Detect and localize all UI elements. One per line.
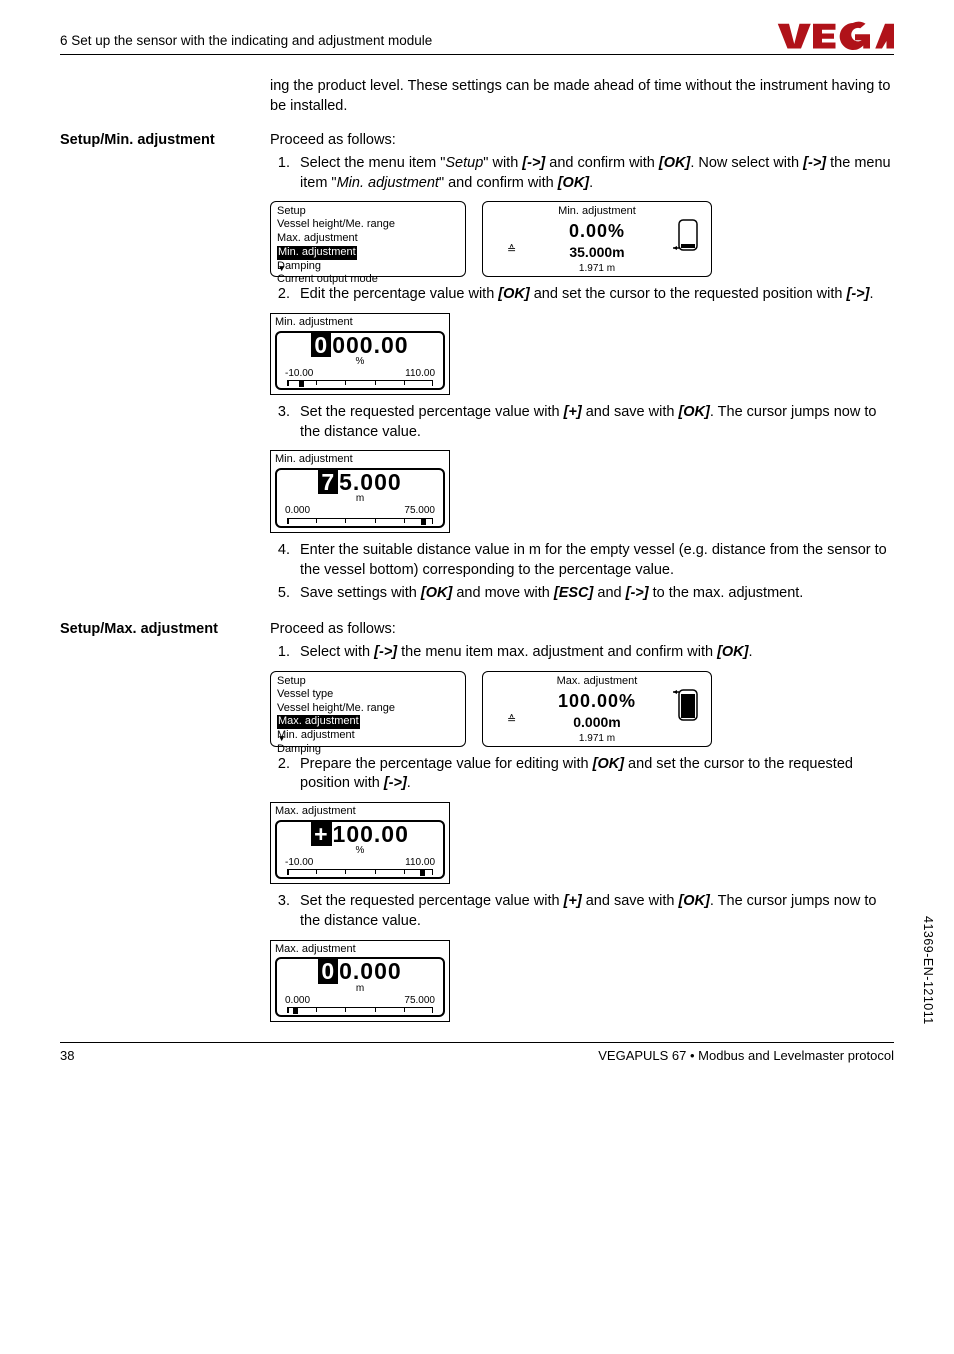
min-dist-marker [421, 518, 426, 525]
max-step-1: Select with [->] the menu item max. adju… [294, 643, 894, 663]
intro-paragraph: ing the product level. These settings ca… [270, 77, 894, 116]
max-value-screen: Max. adjustment 100.00% ≙ 0.000m 1.971 m [482, 671, 712, 747]
min-adjust-heading: Setup/Min. adjustment [60, 132, 215, 148]
min-steps: Select the menu item "Setup" with [->] a… [270, 154, 894, 193]
max-step-3: Set the requested percentage value with … [294, 892, 894, 931]
max-screens-1: Setup Vessel type Vessel height/Me. rang… [270, 671, 894, 747]
min-lead: Proceed as follows: [270, 131, 894, 151]
max-pct-edit-screen: Max. adjustment +100.00 % -10.00110.00 [270, 802, 450, 884]
doc-id-vertical: 41369-EN-121011 [919, 916, 936, 1025]
max-steps-2: Prepare the percentage value for editing… [270, 755, 894, 794]
scroll-down-icon: ▼ [279, 733, 284, 745]
min-step-1: Select the menu item "Setup" with [->] a… [294, 154, 894, 193]
tank-full-icon [673, 684, 703, 724]
min-steps-2: Edit the percentage value with [OK] and … [270, 285, 894, 305]
max-lead: Proceed as follows: [270, 620, 894, 640]
min-steps-3: Set the requested percentage value with … [270, 403, 894, 442]
product-line: VEGAPULS 67 • Modbus and Levelmaster pro… [598, 1047, 894, 1065]
min-screens-1: Setup Vessel height/Me. range Max. adjus… [270, 201, 894, 277]
min-menu-screen: Setup Vessel height/Me. range Max. adjus… [270, 201, 466, 277]
max-dist-edit-screen: Max. adjustment 00.000 m 0.00075.000 [270, 940, 450, 1022]
min-step-3: Set the requested percentage value with … [294, 403, 894, 442]
min-steps-4: Enter the suitable distance value in m f… [270, 541, 894, 604]
min-dist-edit-screen: Min. adjustment 75.000 m 0.00075.000 [270, 450, 450, 532]
max-step-2: Prepare the percentage value for editing… [294, 755, 894, 794]
min-step-2: Edit the percentage value with [OK] and … [294, 285, 894, 305]
min-step-4: Enter the suitable distance value in m f… [294, 541, 894, 580]
max-dist-marker [293, 1007, 298, 1014]
vega-logo [774, 20, 894, 50]
max-pct-inv: + [311, 822, 331, 846]
max-steps: Select with [->] the menu item max. adju… [270, 643, 894, 663]
min-pct-marker [299, 380, 304, 387]
min-value-screen: Min. adjustment 0.00% ≙ 35.000m 1.971 m [482, 201, 712, 277]
max-pct-marker [420, 869, 425, 876]
max-adjust-heading: Setup/Max. adjustment [60, 621, 218, 637]
min-pct-edit-screen: Min. adjustment 0000.00 % -10.00110.00 [270, 313, 450, 395]
scroll-down-icon: ▼ [279, 263, 284, 275]
min-step-5: Save settings with [OK] and move with [E… [294, 584, 894, 604]
header-section-title: 6 Set up the sensor with the indicating … [60, 32, 432, 50]
max-menu-screen: Setup Vessel type Vessel height/Me. rang… [270, 671, 466, 747]
max-steps-3: Set the requested percentage value with … [270, 892, 894, 931]
page-header: 6 Set up the sensor with the indicating … [60, 20, 894, 55]
tank-empty-icon [673, 214, 703, 254]
page-number: 38 [60, 1047, 74, 1065]
footer: 38 VEGAPULS 67 • Modbus and Levelmaster … [60, 1042, 894, 1065]
